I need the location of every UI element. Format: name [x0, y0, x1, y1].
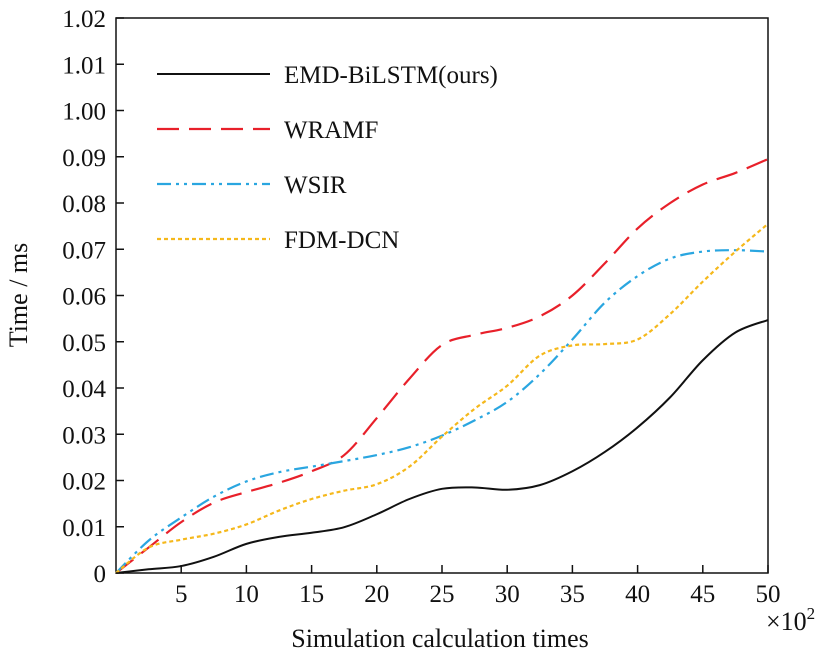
- x-multiplier-label: ×102: [766, 604, 815, 636]
- y-tick-label: 0.09: [62, 145, 106, 172]
- x-axis-title: Simulation calculation times: [291, 624, 589, 653]
- x-multiplier-base: ×10: [766, 607, 807, 636]
- x-tick-label: 45: [690, 581, 715, 608]
- y-tick-label: 1.02: [62, 6, 106, 33]
- y-tick-label: 0: [94, 561, 107, 588]
- x-tick-label: 20: [364, 581, 389, 608]
- y-tick-label: 0.06: [62, 284, 106, 311]
- series-line-fdm-dcn: [115, 222, 769, 574]
- x-multiplier-exponent: 2: [807, 604, 816, 623]
- y-tick-label: 0.01: [62, 515, 106, 542]
- x-tick-label: 5: [175, 581, 188, 608]
- y-axis-ticks: 0 0.01 0.02 0.03 0.04 0.05 0.06 0.07 0.08 0.09 1.0…: [62, 6, 124, 588]
- series-line-emd-bilstm-ours: [115, 319, 769, 574]
- legend-label: WSIR: [284, 172, 347, 199]
- legend-label: WRAMF: [284, 117, 378, 144]
- x-tick-label: 40: [625, 581, 650, 608]
- legend-label: FDM-DCN: [284, 227, 399, 254]
- legend-label: EMD-BiLSTM(ours): [284, 62, 498, 89]
- y-tick-label: 0.08: [62, 191, 106, 218]
- series-line-wsir: [115, 249, 769, 574]
- x-tick-label: 25: [430, 581, 455, 608]
- y-tick-label: 0.03: [62, 422, 106, 449]
- x-tick-label: 30: [495, 581, 520, 608]
- x-tick-label: 35: [560, 581, 585, 608]
- y-tick-label: 0.07: [62, 237, 106, 264]
- series-line-wramf: [115, 158, 769, 574]
- series-layer: [115, 158, 769, 574]
- y-tick-label: 0.02: [62, 469, 106, 496]
- y-tick-label: 0.04: [62, 376, 106, 403]
- legend: EMD-BiLSTM(ours) WRAMF WSIR FDM-DCN: [157, 62, 498, 254]
- y-tick-label: 0.05: [62, 330, 106, 357]
- x-tick-label: 10: [234, 581, 259, 608]
- x-axis-ticks: 5 10 15 20 25 30 35 40 45 50: [175, 565, 781, 608]
- x-tick-label: 50: [756, 581, 781, 608]
- y-tick-label: 1.01: [62, 52, 106, 79]
- x-tick-label: 15: [299, 581, 324, 608]
- y-axis-title: Time / ms: [4, 243, 33, 348]
- y-tick-label: 1.00: [62, 99, 106, 126]
